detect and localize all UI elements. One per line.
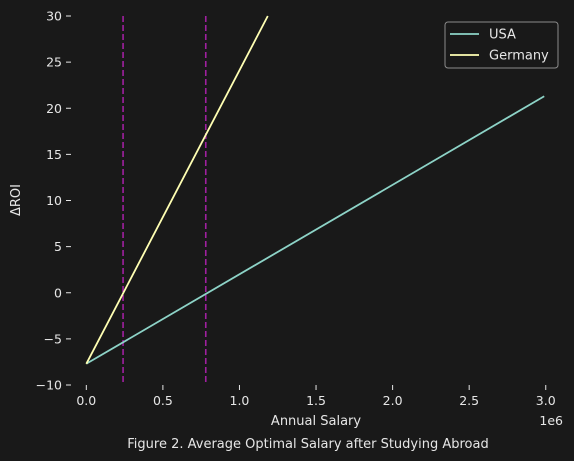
y-tick-label: −5 — [44, 331, 62, 346]
x-tick-label: 2.5 — [459, 393, 479, 408]
y-tick-label: 25 — [46, 55, 62, 70]
series-line-usa — [85, 95, 545, 365]
x-axis-label: Annual Salary — [271, 414, 361, 429]
y-tick-label: 5 — [54, 239, 62, 254]
legend-label: USA — [489, 28, 516, 43]
x-tick-label: 1.0 — [230, 393, 250, 408]
y-tick-label: 15 — [46, 147, 62, 162]
series-line-germany — [85, 15, 269, 365]
y-axis: −10 −5 0 5 10 15 20 25 30 — [36, 9, 71, 393]
y-tick-label: 0 — [54, 285, 62, 300]
x-tick-label: 0.5 — [153, 393, 173, 408]
x-tick-label: 2.0 — [383, 393, 403, 408]
legend-label: Germany — [489, 49, 549, 64]
x-tick-label: 0.0 — [76, 393, 96, 408]
y-tick-label: −10 — [36, 378, 62, 393]
series-lines — [85, 15, 545, 365]
legend: USA Germany — [444, 21, 559, 69]
vertical-reference-lines — [122, 16, 207, 385]
y-tick-label: 10 — [46, 193, 62, 208]
figure-caption: Figure 2. Average Optimal Salary after S… — [127, 437, 488, 452]
x-tick-label: 1.5 — [306, 393, 326, 408]
y-axis-label: ΔROI — [9, 184, 24, 216]
y-tick-label: 30 — [46, 9, 62, 24]
y-tick-label: 20 — [46, 101, 62, 116]
x-axis-offset-text: 1e6 — [539, 413, 563, 428]
x-tick-label: 3.0 — [536, 393, 556, 408]
x-axis: 0.0 0.5 1.0 1.5 2.0 2.5 3.0 — [76, 385, 556, 408]
